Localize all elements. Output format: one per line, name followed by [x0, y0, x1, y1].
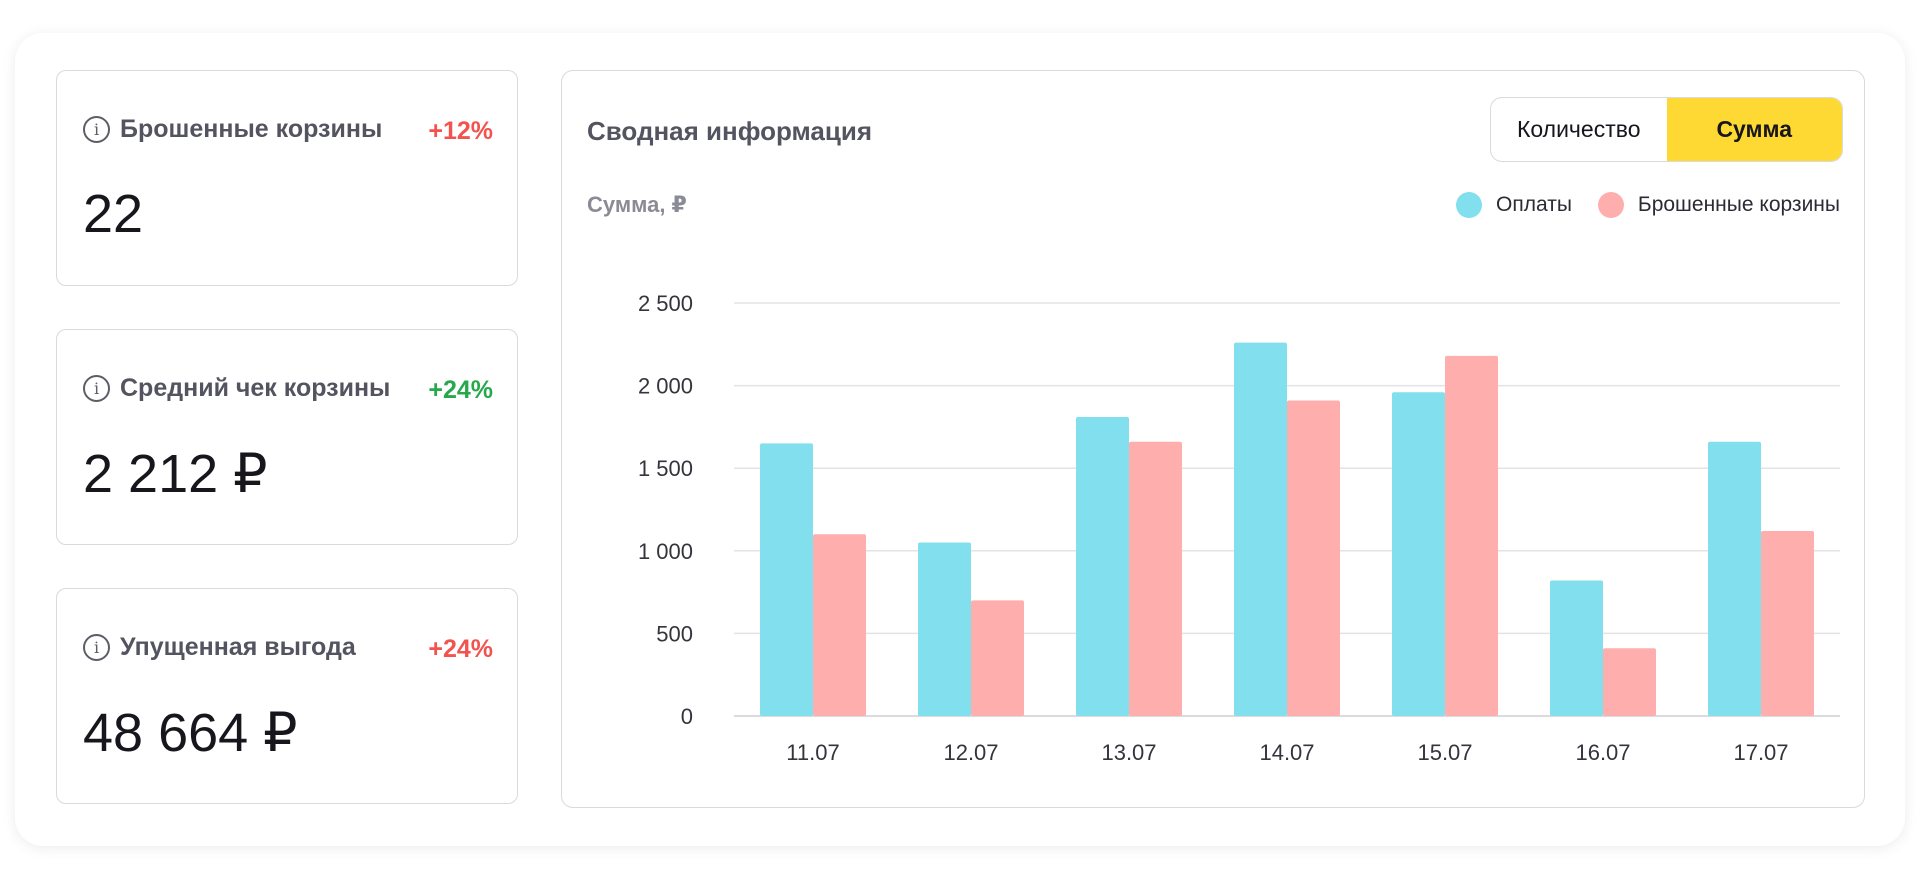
x-tick-label: 11.07: [786, 740, 839, 765]
bar-payments[interactable]: [1076, 416, 1129, 716]
x-tick-label: 14.07: [1259, 740, 1314, 765]
metric-title: Средний чек корзины: [120, 374, 391, 402]
bar-abandoned[interactable]: [1761, 530, 1814, 716]
metric-card-average-check: i Средний чек корзины +24% 2 212 ₽: [56, 329, 518, 545]
metric-header: i Брошенные корзины: [83, 115, 382, 144]
x-tick-label: 13.07: [1101, 740, 1156, 765]
bar-chart: 0 500 1 000 1 500 2 000 2 500 11.07 12.07 13.07 1…: [638, 291, 1840, 765]
bar-payments[interactable]: [1708, 441, 1761, 716]
x-tick-label: 15.07: [1417, 740, 1472, 765]
bar-abandoned[interactable]: [1445, 355, 1498, 716]
y-axis-label: Сумма, ₽: [587, 192, 687, 217]
chart-title: Сводная информация: [587, 116, 873, 146]
legend-label: Брошенные корзины: [1637, 193, 1840, 216]
x-tick-label: 16.07: [1575, 740, 1630, 765]
chart-legend: Оплаты Брошенные корзины: [1430, 192, 1840, 218]
bar-abandoned[interactable]: [1287, 400, 1340, 716]
metric-value: 2 212 ₽: [83, 444, 268, 504]
metric-card-abandoned-carts: i Брошенные корзины +12% 22: [56, 70, 518, 286]
bar-abandoned[interactable]: [813, 534, 866, 716]
legend-label: Оплаты: [1496, 193, 1572, 216]
metric-value: 22: [83, 184, 144, 244]
metric-title: Брошенные корзины: [120, 115, 383, 143]
bar-payments[interactable]: [1234, 342, 1287, 716]
metric-value: 48 664 ₽: [83, 703, 298, 763]
summary-chart-card: Сводная информация Количество Сумма Сумм…: [561, 70, 1865, 808]
info-icon[interactable]: i: [83, 634, 110, 661]
toggle-sum-button[interactable]: Сумма: [1666, 98, 1842, 161]
toggle-quantity-button[interactable]: Количество: [1516, 116, 1641, 142]
x-tick-label: 17.07: [1733, 740, 1788, 765]
bar-payments[interactable]: [1550, 580, 1603, 716]
info-icon[interactable]: i: [83, 116, 110, 143]
legend-item-payments[interactable]: Оплаты: [1456, 192, 1572, 218]
legend-swatch: [1597, 192, 1624, 218]
metric-delta: +24%: [428, 635, 493, 663]
y-tick-label: 1 000: [638, 539, 693, 564]
y-tick-label: 2 000: [638, 374, 693, 399]
metric-title: Упущенная выгода: [120, 633, 356, 661]
bar-abandoned[interactable]: [1129, 441, 1182, 716]
bar-payments[interactable]: [918, 542, 971, 716]
bar-abandoned[interactable]: [1603, 648, 1656, 716]
y-tick-label: 1 500: [638, 456, 693, 481]
metric-card-lost-profit: i Упущенная выгода +24% 48 664 ₽: [56, 588, 518, 804]
metric-delta: +12%: [428, 117, 493, 145]
bar-payments[interactable]: [1392, 392, 1445, 716]
x-tick-label: 12.07: [943, 740, 998, 765]
metric-header: i Упущенная выгода: [83, 633, 356, 662]
bar-abandoned[interactable]: [971, 600, 1024, 716]
metric-delta: +24%: [428, 376, 493, 404]
bar-payments[interactable]: [760, 443, 813, 716]
y-tick-label: 500: [656, 621, 693, 646]
y-tick-label: 2 500: [638, 291, 693, 316]
legend-swatch: [1456, 192, 1483, 218]
metric-toggle: Количество Сумма: [1490, 97, 1843, 162]
legend-item-abandoned[interactable]: Брошенные корзины: [1597, 192, 1840, 218]
y-tick-label: 0: [681, 704, 693, 729]
metric-header: i Средний чек корзины: [83, 374, 390, 403]
info-icon[interactable]: i: [83, 375, 110, 402]
